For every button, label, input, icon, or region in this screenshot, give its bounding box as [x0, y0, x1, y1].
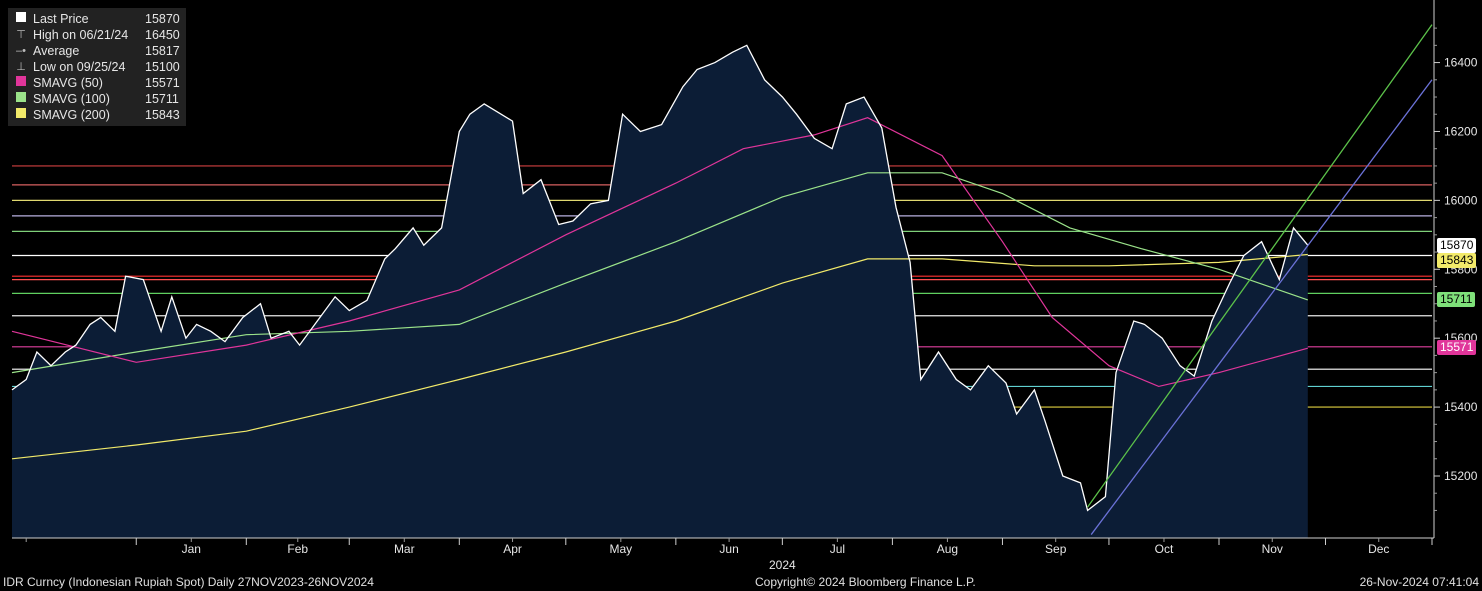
legend-value: 15571: [145, 76, 180, 90]
y-tick-label: 16000: [1444, 193, 1478, 207]
series-lines: [11, 44, 1309, 512]
x-tick-label: Jul: [830, 542, 845, 556]
x-tick-label: Feb: [287, 542, 308, 556]
legend-label: Low on 09/25/24: [33, 60, 126, 74]
value-tag: 15711: [1437, 291, 1476, 307]
legend-value: 15711: [145, 92, 179, 106]
legend-value: 15870: [145, 12, 180, 26]
legend-value: 15843: [145, 108, 180, 122]
y-tick-label: 15200: [1444, 469, 1478, 483]
legend-item: ⊥ Low on 09/25/24 15100: [14, 59, 180, 75]
low-marker-icon: ⊥: [16, 61, 26, 73]
trendline-1: [1090, 79, 1433, 535]
x-tick-label: Apr: [503, 542, 522, 556]
legend-label: SMAVG (50): [33, 76, 103, 90]
footer-timestamp: 26-Nov-2024 07:41:04: [1359, 575, 1479, 589]
legend-item: SMAVG (50) 15571: [14, 75, 180, 91]
x-tick-label: Oct: [1155, 542, 1174, 556]
legend-value: 15817: [145, 44, 180, 58]
x-tick-label: Aug: [937, 542, 958, 556]
series-line-smavg-100: [11, 172, 1308, 374]
legend: Last Price 15870 ⊤ High on 06/21/24 16450 –• A…: [8, 8, 186, 126]
legend-value: 15100: [145, 60, 180, 74]
legend-item: SMAVG (200) 15843: [14, 107, 180, 123]
legend-swatch: [14, 75, 28, 91]
legend-item: ⊤ High on 06/21/24 16450: [14, 27, 180, 43]
price-area: [12, 45, 1308, 539]
series-line-smavg-200: [11, 253, 1308, 460]
legend-label: SMAVG (200): [33, 108, 110, 122]
x-tick-label: Sep: [1045, 542, 1067, 556]
y-tick-label: 16200: [1444, 124, 1478, 138]
footer-security: IDR Curncy (Indonesian Rupiah Spot) Dail…: [3, 575, 374, 589]
x-tick-label: Jan: [182, 542, 201, 556]
value-tag: 15843: [1437, 253, 1477, 269]
legend-item: –• Average 15817: [14, 43, 180, 59]
value-tag: 15870: [1437, 238, 1477, 254]
x-tick-label: Jun: [719, 542, 738, 556]
legend-label: Last Price: [33, 12, 89, 26]
avg-marker-icon: –•: [16, 45, 26, 57]
x-tick-label: Mar: [394, 542, 415, 556]
legend-item: SMAVG (100) 15711: [14, 91, 180, 107]
legend-label: High on 06/21/24: [33, 28, 129, 42]
legend-label: Average: [33, 44, 80, 58]
legend-swatch: [14, 11, 28, 27]
legend-value: 16450: [145, 28, 180, 42]
trendline-0: [1087, 24, 1433, 508]
y-tick-label: 16400: [1444, 56, 1478, 70]
series-line-last-price: [11, 44, 1309, 512]
x-tick-label: Nov: [1262, 542, 1283, 556]
legend-swatch: [14, 107, 28, 123]
x-tick-label: Dec: [1368, 542, 1389, 556]
legend-label: SMAVG (100): [33, 92, 110, 106]
series-line-smavg-50: [11, 117, 1308, 388]
price-area-fill: [12, 45, 1308, 539]
legend-swatch: [14, 91, 28, 107]
x-year-label: 2024: [769, 558, 796, 572]
value-tag: 15571: [1437, 340, 1477, 356]
trendlines: [1087, 24, 1433, 535]
high-marker-icon: ⊤: [16, 29, 26, 41]
x-tick-label: May: [609, 542, 632, 556]
footer-copyright: Copyright© 2024 Bloomberg Finance L.P.: [755, 575, 976, 589]
y-tick-label: 15400: [1444, 400, 1478, 414]
legend-item: Last Price 15870: [14, 11, 180, 27]
